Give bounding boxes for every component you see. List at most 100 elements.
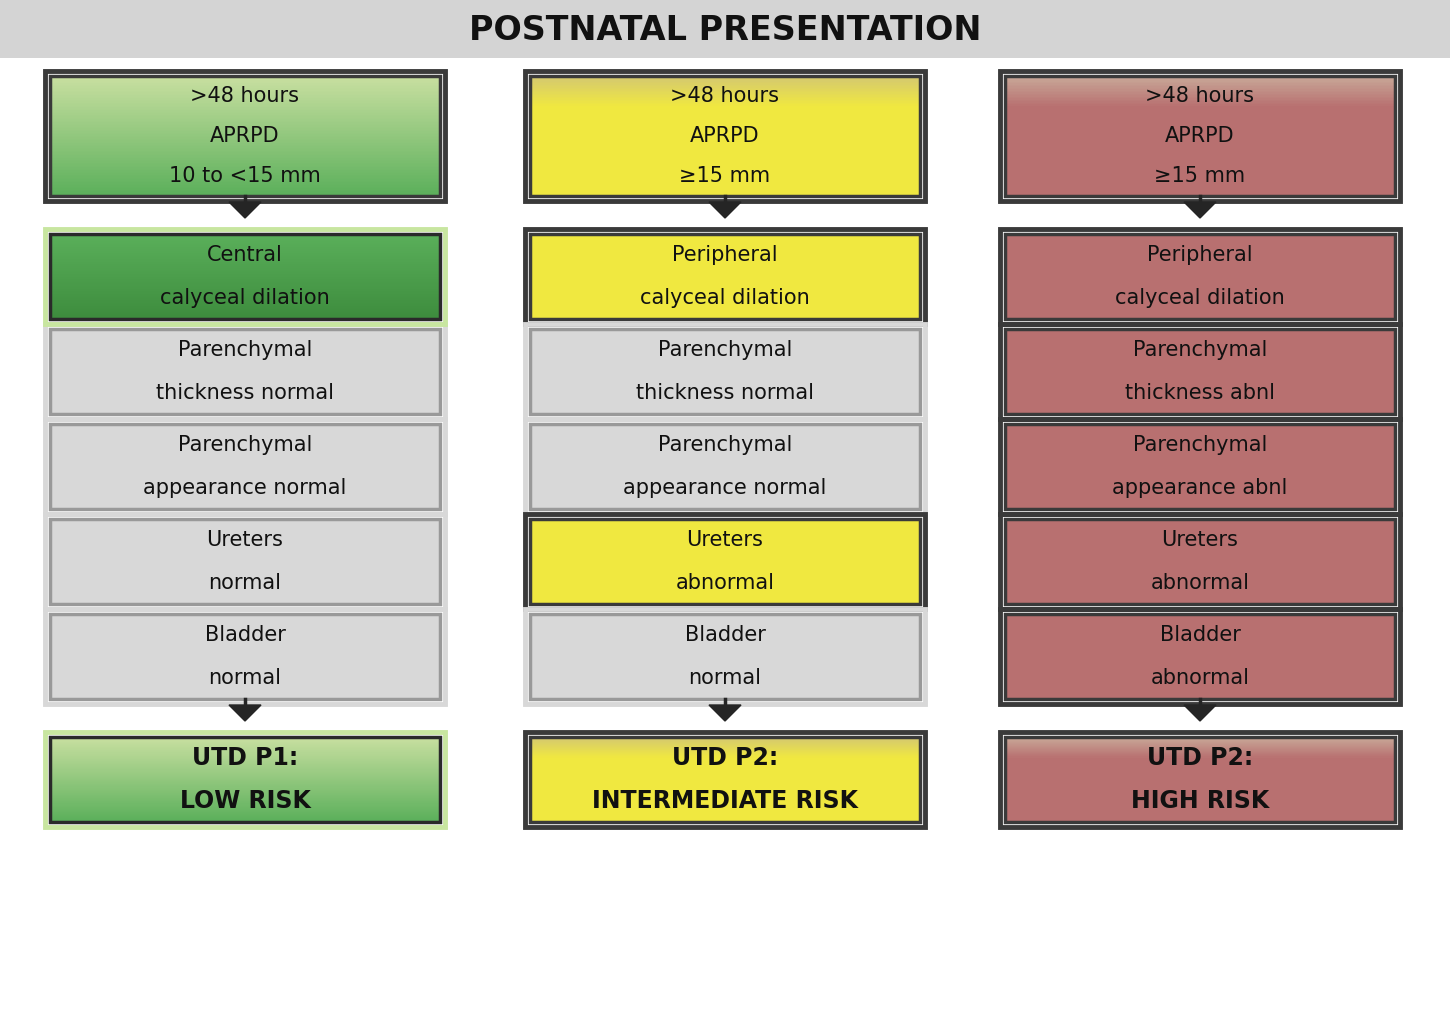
Bar	[531, 741, 919, 743]
Bar	[49, 763, 439, 765]
Bar	[525, 324, 925, 419]
Bar	[49, 153, 439, 155]
Bar	[1005, 746, 1395, 748]
Bar	[49, 799, 439, 800]
Bar	[49, 184, 439, 186]
Bar	[49, 810, 439, 812]
Bar	[49, 254, 439, 255]
Bar	[49, 283, 439, 285]
Text: Parenchymal: Parenchymal	[1132, 340, 1267, 361]
Text: APRPD: APRPD	[1166, 126, 1235, 146]
Bar	[1005, 745, 1395, 747]
Bar	[1005, 77, 1395, 79]
Bar	[1005, 329, 1395, 414]
Bar	[49, 769, 439, 771]
Text: abnormal: abnormal	[1150, 573, 1250, 592]
Bar	[49, 187, 439, 189]
Text: Peripheral: Peripheral	[673, 245, 777, 265]
Text: calyceal dilation: calyceal dilation	[160, 288, 329, 308]
Bar	[45, 419, 445, 514]
Bar	[49, 266, 439, 268]
Bar	[49, 775, 439, 776]
Bar	[49, 78, 439, 80]
Bar	[0, 0, 1450, 58]
Bar	[531, 97, 919, 99]
Bar	[49, 743, 439, 745]
Bar	[1005, 744, 1395, 746]
Bar	[49, 759, 439, 760]
Bar	[49, 251, 439, 252]
Bar	[49, 792, 439, 795]
Bar	[49, 237, 439, 238]
Text: Parenchymal: Parenchymal	[178, 340, 312, 361]
Bar	[49, 302, 439, 303]
Bar	[49, 269, 439, 271]
Polygon shape	[709, 705, 741, 721]
Bar	[1000, 71, 1401, 201]
Text: normal: normal	[689, 668, 761, 688]
Bar	[1005, 753, 1395, 755]
Bar	[49, 255, 439, 256]
Text: Parenchymal: Parenchymal	[1132, 435, 1267, 455]
Bar	[525, 229, 925, 324]
Bar	[49, 791, 439, 793]
Bar	[525, 71, 925, 201]
Bar	[49, 814, 439, 816]
Bar	[531, 739, 919, 740]
Bar	[49, 300, 439, 301]
Bar	[49, 795, 439, 797]
Bar	[49, 281, 439, 282]
Bar	[531, 737, 919, 738]
Text: Bladder: Bladder	[1160, 625, 1240, 645]
Bar	[49, 288, 439, 290]
Bar	[1005, 104, 1395, 106]
Bar	[531, 748, 919, 750]
Bar	[49, 246, 439, 248]
Bar	[49, 737, 439, 822]
Bar	[49, 811, 439, 813]
Bar	[49, 268, 439, 270]
Bar	[531, 87, 919, 89]
Bar	[49, 248, 439, 250]
Bar	[531, 753, 919, 755]
Bar	[49, 819, 439, 821]
Bar	[49, 271, 439, 273]
Bar	[49, 311, 439, 313]
Bar	[1005, 758, 1395, 822]
Bar	[49, 262, 439, 264]
Bar	[49, 758, 439, 759]
Bar	[49, 191, 439, 193]
Bar	[1005, 96, 1395, 97]
Text: LOW RISK: LOW RISK	[180, 788, 310, 813]
Bar	[45, 229, 445, 324]
Bar	[531, 76, 919, 196]
Bar	[49, 290, 439, 292]
Text: Parenchymal: Parenchymal	[658, 340, 792, 361]
Text: POSTNATAL PRESENTATION: POSTNATAL PRESENTATION	[468, 14, 982, 48]
Bar	[49, 161, 439, 163]
Bar	[49, 261, 439, 263]
Bar	[49, 767, 439, 769]
Bar	[49, 263, 439, 265]
Bar	[49, 241, 439, 243]
Bar	[49, 97, 439, 99]
Bar	[1005, 747, 1395, 749]
Bar	[1005, 751, 1395, 753]
Bar	[49, 768, 439, 770]
Bar	[49, 765, 439, 767]
Bar	[49, 143, 439, 145]
Bar	[531, 93, 919, 96]
Bar	[49, 127, 439, 128]
Bar	[531, 329, 919, 414]
Bar	[49, 116, 439, 118]
Bar	[49, 164, 439, 166]
Bar	[49, 121, 439, 123]
Bar	[49, 821, 439, 822]
Text: Ureters: Ureters	[206, 530, 283, 551]
Bar	[49, 745, 439, 747]
Bar	[49, 140, 439, 142]
Bar	[49, 755, 439, 756]
Bar	[49, 761, 439, 762]
Bar	[49, 178, 439, 180]
Bar	[49, 314, 439, 316]
